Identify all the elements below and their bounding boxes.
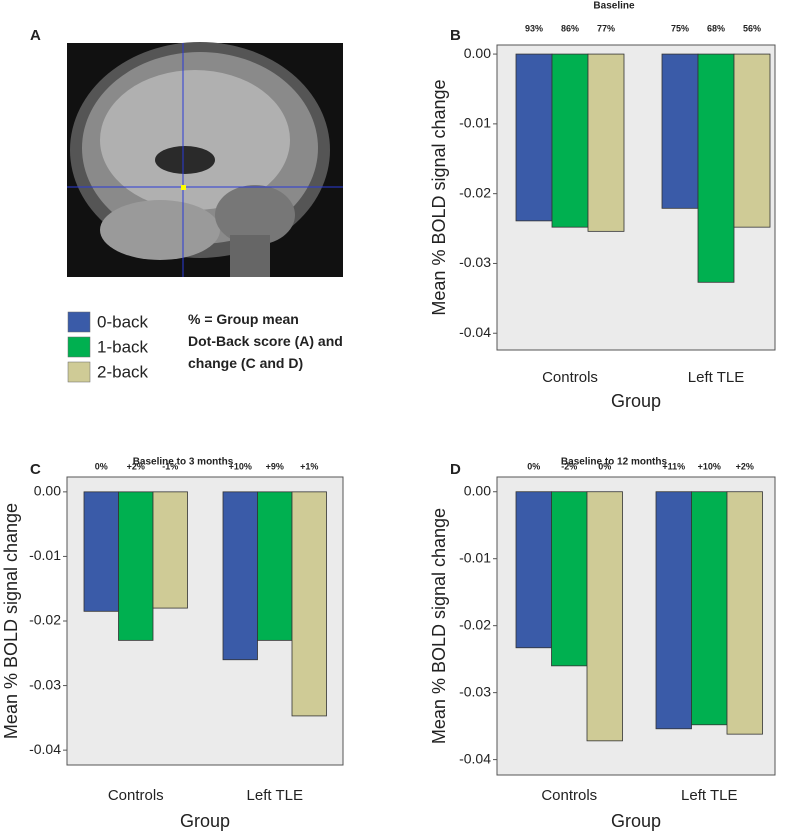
- bar: [551, 491, 588, 667]
- legend-label: 2-back: [97, 362, 149, 381]
- bar: [515, 491, 552, 649]
- y-axis-label: Mean % BOLD signal change: [429, 79, 449, 315]
- bar: [661, 53, 699, 209]
- bar: [551, 53, 589, 228]
- panel-label: A: [30, 27, 41, 44]
- chart-title: Baseline to 3 months: [133, 457, 234, 468]
- score-label: 56%: [743, 23, 761, 33]
- bar: [733, 53, 771, 228]
- score-label: +1%: [300, 461, 318, 471]
- bar: [152, 491, 188, 609]
- chart-title: Baseline to 12 months: [561, 457, 668, 468]
- y-tick-label: -0.04: [29, 741, 61, 757]
- legend-swatch: [67, 311, 91, 333]
- x-axis-label: Group: [611, 391, 661, 411]
- score-label: 93%: [525, 23, 543, 33]
- score-label: 0%: [95, 461, 108, 471]
- score-label: +10%: [698, 461, 721, 471]
- y-tick-label: 0.00: [464, 482, 491, 498]
- y-tick-label: -0.04: [459, 324, 491, 340]
- bar: [726, 491, 763, 735]
- x-tick-label: Controls: [542, 369, 598, 386]
- bar: [83, 491, 119, 612]
- legend: 0-back 1-back 2-back: [67, 311, 149, 383]
- panel-label: D: [450, 461, 461, 478]
- bar: [655, 491, 692, 730]
- x-axis-label: Group: [611, 811, 661, 831]
- chart-title: Baseline: [593, 1, 635, 12]
- x-axis-label: Group: [180, 811, 230, 831]
- panel-label: C: [30, 461, 41, 478]
- y-tick-label: -0.02: [29, 612, 61, 628]
- bar: [691, 491, 728, 726]
- legend-label: 0-back: [97, 312, 149, 331]
- bar: [515, 53, 553, 222]
- score-label: 0%: [598, 461, 611, 471]
- bar: [587, 53, 625, 232]
- x-tick-label: Left TLE: [681, 787, 737, 804]
- score-label: 75%: [671, 23, 689, 33]
- bar: [697, 53, 735, 283]
- x-tick-label: Left TLE: [247, 787, 303, 804]
- y-tick-label: -0.03: [459, 254, 491, 270]
- y-tick-label: -0.03: [459, 683, 491, 699]
- score-label: 86%: [561, 23, 579, 33]
- y-tick-label: -0.01: [459, 549, 491, 565]
- score-label: 77%: [597, 23, 615, 33]
- y-tick-label: -0.04: [459, 750, 491, 766]
- y-tick-label: -0.03: [29, 676, 61, 692]
- bar: [118, 491, 154, 641]
- x-tick-label: Left TLE: [688, 369, 744, 386]
- score-label: +11%: [662, 461, 685, 471]
- panel-label: B: [450, 27, 461, 44]
- score-label: 68%: [707, 23, 725, 33]
- score-label: -2%: [561, 461, 577, 471]
- y-tick-label: 0.00: [34, 483, 61, 499]
- y-tick-label: -0.01: [29, 547, 61, 563]
- score-label: +9%: [266, 461, 284, 471]
- bar: [222, 491, 258, 661]
- bar: [291, 491, 327, 717]
- bar: [257, 491, 293, 641]
- brain-image: [67, 42, 343, 277]
- legend-label: 1-back: [97, 337, 149, 356]
- y-tick-label: 0.00: [464, 45, 491, 61]
- score-label: +10%: [229, 461, 252, 471]
- y-tick-label: -0.02: [459, 616, 491, 632]
- x-tick-label: Controls: [541, 787, 597, 804]
- legend-note: % = Group mean Dot-Back score (A) and cha…: [188, 311, 343, 371]
- y-axis-label: Mean % BOLD signal change: [429, 508, 449, 744]
- y-tick-label: -0.01: [459, 115, 491, 131]
- score-label: +2%: [127, 461, 145, 471]
- y-axis-label: Mean % BOLD signal change: [1, 503, 21, 739]
- score-label: 0%: [527, 461, 540, 471]
- score-label: -1%: [162, 461, 178, 471]
- x-tick-label: Controls: [108, 787, 164, 804]
- y-tick-label: -0.02: [459, 184, 491, 200]
- legend-swatch: [67, 336, 91, 358]
- score-label: +2%: [736, 461, 754, 471]
- legend-swatch: [67, 361, 91, 383]
- bar: [586, 491, 623, 742]
